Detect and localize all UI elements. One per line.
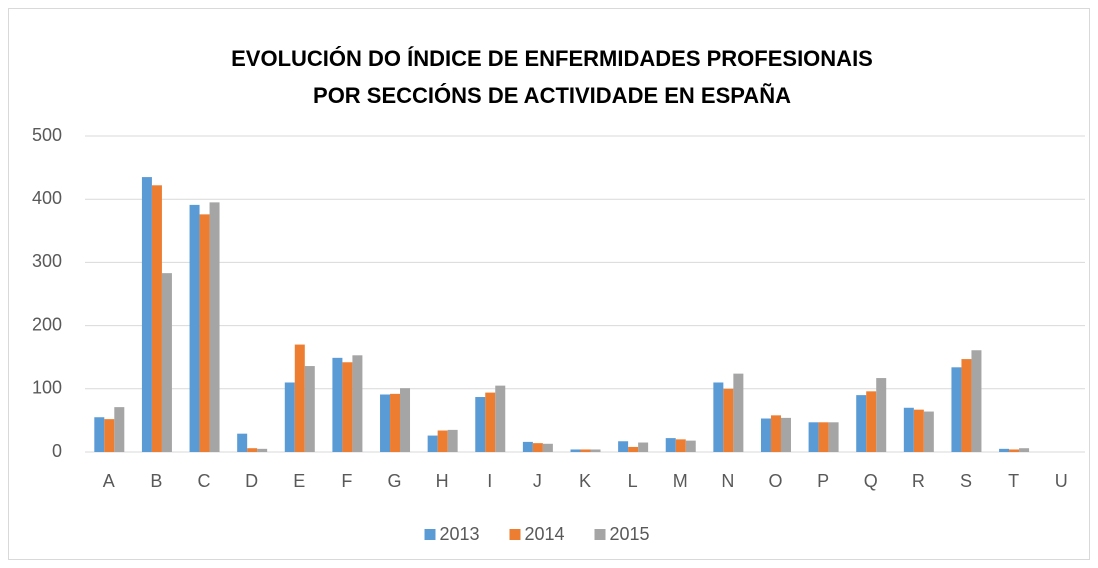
y-tick-label: 200: [32, 314, 62, 334]
x-tick-label: D: [245, 471, 258, 491]
bar: [437, 430, 448, 452]
bar: [780, 417, 791, 452]
bar: [257, 448, 268, 452]
bar: [628, 446, 639, 452]
legend-swatch: [424, 529, 436, 540]
bar: [876, 378, 887, 452]
bar: [447, 429, 458, 452]
bar: [923, 411, 934, 452]
bar: [733, 373, 744, 452]
bar: [209, 202, 220, 452]
bar: [618, 441, 629, 452]
bar: [247, 448, 258, 452]
x-tick-label: O: [768, 471, 782, 491]
bar: [685, 440, 696, 452]
x-tick-label: I: [487, 471, 492, 491]
x-tick-label: F: [341, 471, 352, 491]
x-tick-label: Q: [864, 471, 878, 491]
bar: [485, 392, 496, 452]
x-tick-label: M: [673, 471, 688, 491]
bar: [189, 204, 200, 452]
bar: [390, 393, 401, 452]
bar: [723, 388, 734, 452]
bar: [675, 439, 686, 452]
y-tick-label: 300: [32, 251, 62, 271]
bar: [1009, 449, 1020, 452]
x-tick-label: N: [721, 471, 734, 491]
x-tick-label: A: [103, 471, 115, 491]
bar: [665, 438, 676, 452]
x-tick-label: L: [628, 471, 638, 491]
bar: [590, 449, 601, 452]
bar: [770, 415, 781, 452]
bar: [542, 443, 553, 452]
bar: [352, 355, 363, 452]
x-tick-label: P: [817, 471, 829, 491]
x-tick-label: H: [436, 471, 449, 491]
chart-border: [8, 8, 1090, 560]
x-tick-label: C: [198, 471, 211, 491]
bar: [161, 273, 172, 452]
bar: [570, 449, 581, 452]
bar: [1019, 448, 1030, 452]
bar: [332, 357, 343, 452]
bar: [294, 344, 305, 452]
x-tick-label: G: [388, 471, 402, 491]
bar: [114, 407, 125, 452]
y-tick-label: 400: [32, 188, 62, 208]
bar: [856, 395, 867, 452]
y-tick-label: 500: [32, 125, 62, 145]
bar: [495, 385, 506, 452]
bar: [380, 394, 391, 452]
x-tick-label: U: [1055, 471, 1068, 491]
bar: [808, 422, 819, 452]
legend-label: 2015: [610, 524, 650, 544]
bar: [828, 422, 839, 452]
bar: [284, 382, 295, 452]
bar: [532, 443, 543, 452]
x-tick-label: T: [1008, 471, 1019, 491]
legend-label: 2014: [525, 524, 565, 544]
bar: [903, 407, 914, 452]
bar: [104, 419, 115, 452]
x-tick-label: S: [960, 471, 972, 491]
x-tick-label: B: [150, 471, 162, 491]
chart-title: POR SECCIÓNS DE ACTIVIDADE EN ESPAÑA: [313, 83, 791, 108]
x-tick-label: K: [579, 471, 591, 491]
bar: [237, 433, 248, 452]
x-tick-label: J: [533, 471, 542, 491]
legend-swatch: [509, 529, 521, 540]
bar: [913, 409, 924, 452]
bar: [151, 185, 162, 452]
bar: [304, 366, 315, 452]
bar: [427, 435, 438, 452]
bar: [94, 417, 105, 452]
bar: [400, 388, 411, 452]
legend-label: 2013: [440, 524, 480, 544]
bar: [961, 359, 972, 452]
y-tick-label: 100: [32, 378, 62, 398]
bar: [141, 177, 152, 452]
legend-swatch: [594, 529, 606, 540]
bar: [522, 441, 533, 452]
x-tick-label: E: [293, 471, 305, 491]
bar: [951, 367, 962, 452]
x-tick-label: R: [912, 471, 925, 491]
bar: [971, 350, 982, 452]
bar: [475, 397, 486, 452]
bar: [580, 449, 591, 452]
bar: [999, 448, 1010, 452]
bar: [760, 418, 771, 452]
bar: [342, 362, 353, 452]
bar: [866, 391, 877, 452]
bar: [638, 442, 649, 452]
bar: [818, 422, 829, 452]
y-tick-label: 0: [52, 441, 62, 461]
chart-title: EVOLUCIÓN DO ÍNDICE DE ENFERMIDADES PROF…: [231, 46, 873, 71]
bar: [199, 214, 210, 452]
bar: [713, 382, 724, 452]
